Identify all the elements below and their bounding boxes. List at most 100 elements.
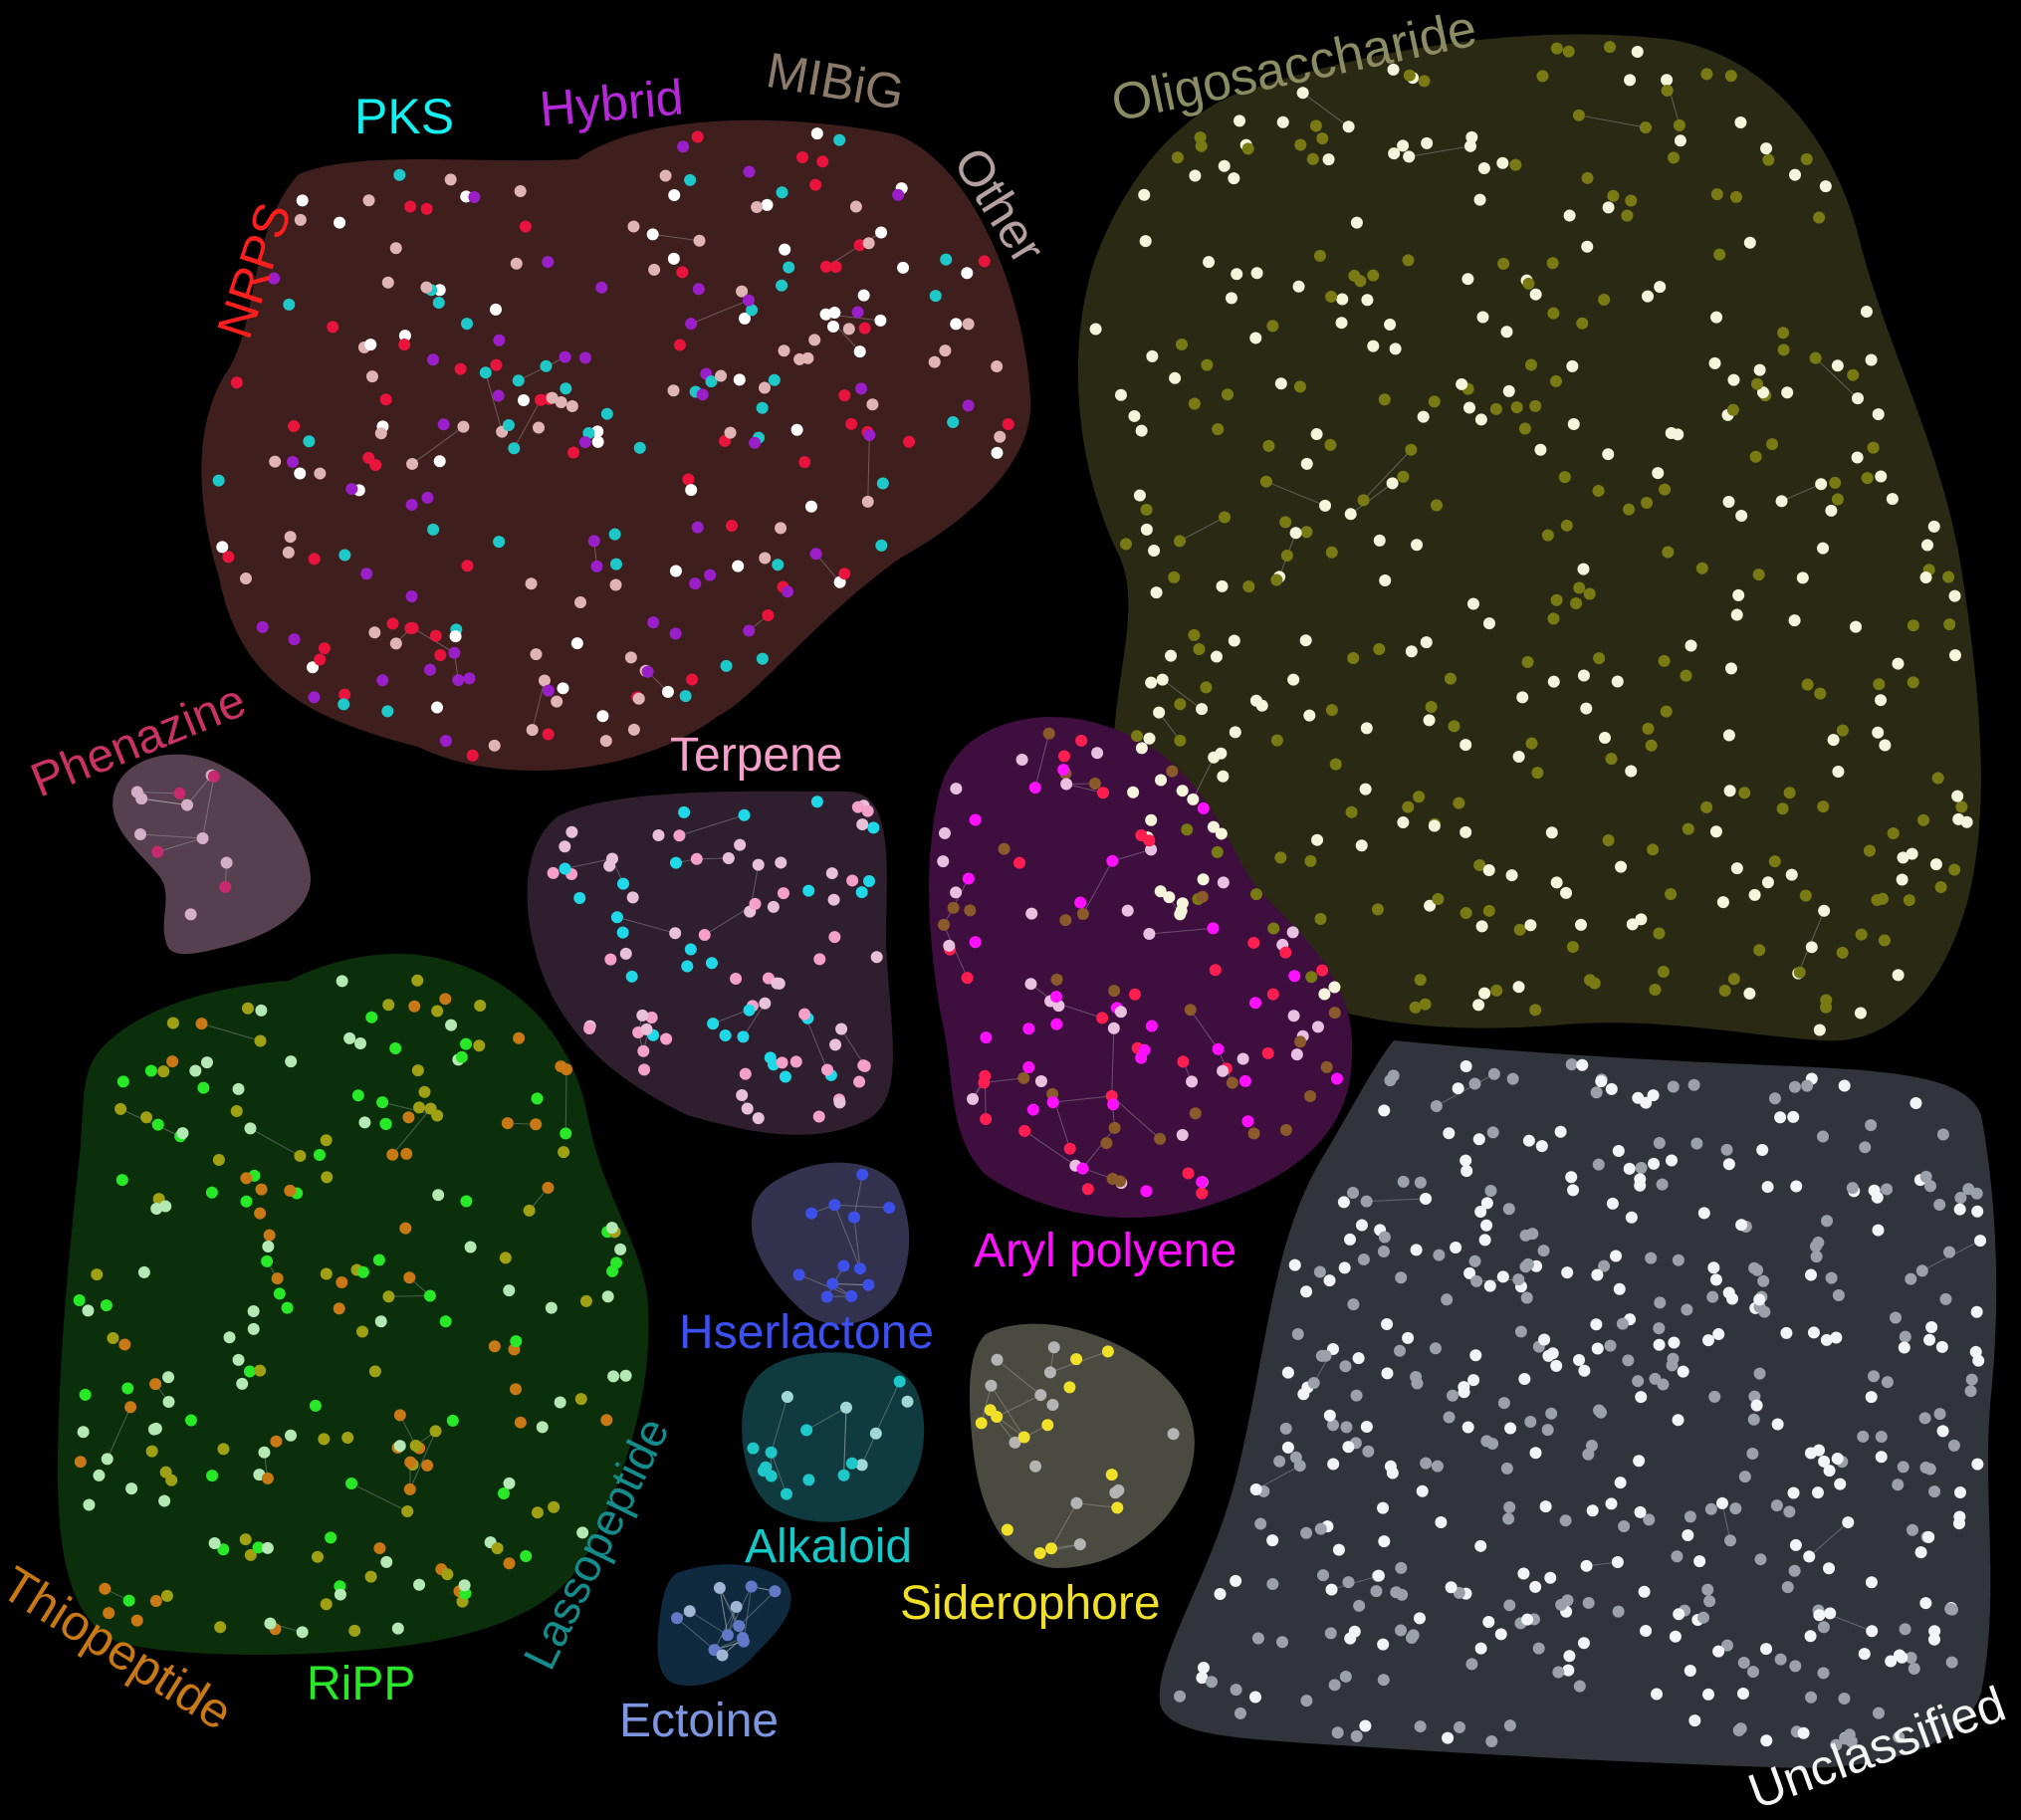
network-node — [961, 267, 973, 279]
network-node — [1373, 1570, 1385, 1582]
network-node — [557, 682, 568, 694]
network-node — [1919, 1597, 1931, 1609]
network-node — [1217, 580, 1229, 592]
network-node — [1760, 142, 1772, 154]
network-node — [1546, 826, 1558, 838]
network-node — [838, 1470, 850, 1481]
network-node — [532, 1506, 544, 1518]
network-node — [1707, 1261, 1719, 1273]
network-node — [285, 1055, 297, 1067]
network-node — [1234, 114, 1245, 126]
network-node — [858, 290, 870, 302]
network-node — [1108, 985, 1120, 997]
network-node — [434, 649, 446, 661]
network-node — [592, 436, 604, 448]
network-node — [1971, 1459, 1983, 1471]
network-node — [1522, 278, 1534, 290]
network-node — [1529, 1004, 1541, 1016]
network-node — [1111, 1501, 1123, 1513]
network-node — [1648, 1158, 1660, 1170]
network-node — [1134, 490, 1146, 502]
network-node — [1954, 1486, 1966, 1498]
network-node — [1321, 1061, 1333, 1073]
network-node — [1420, 999, 1432, 1011]
network-node — [1421, 137, 1433, 149]
network-node — [633, 693, 645, 705]
network-node — [1568, 418, 1580, 430]
network-node — [1832, 1453, 1844, 1465]
network-node — [1213, 1043, 1225, 1055]
network-node — [1003, 418, 1014, 430]
network-node — [1460, 739, 1471, 751]
network-node — [1387, 1468, 1399, 1479]
network-node — [1604, 41, 1616, 53]
network-node — [1212, 423, 1224, 435]
network-node — [364, 339, 376, 350]
network-node — [1395, 1624, 1407, 1636]
network-node — [1046, 1399, 1058, 1411]
network-node — [321, 1267, 333, 1279]
network-node — [1379, 393, 1391, 405]
network-node — [373, 1542, 385, 1554]
network-node — [1905, 1273, 1916, 1285]
network-node — [1634, 1173, 1646, 1185]
network-node — [1828, 734, 1840, 746]
network-node — [493, 390, 505, 402]
network-node — [821, 1064, 833, 1076]
network-node — [1810, 352, 1822, 364]
network-node — [1148, 545, 1160, 557]
network-node — [1203, 256, 1215, 268]
network-node — [1930, 858, 1942, 870]
network-node — [1787, 1111, 1799, 1123]
network-node — [181, 799, 193, 811]
network-node — [1378, 1535, 1390, 1547]
network-node — [532, 1092, 544, 1104]
network-node — [1417, 1485, 1429, 1497]
network-node — [1820, 994, 1832, 1006]
network-node — [1292, 1328, 1304, 1340]
network-node — [1353, 1600, 1365, 1612]
network-node — [950, 318, 962, 330]
network-node — [1748, 1414, 1760, 1426]
network-node — [380, 1556, 392, 1568]
network-node — [1155, 775, 1167, 787]
network-node — [1483, 864, 1495, 876]
network-node — [1615, 861, 1627, 873]
network-node — [535, 394, 547, 406]
network-node — [118, 1338, 130, 1350]
network-node — [433, 297, 445, 309]
network-node — [1339, 1261, 1351, 1273]
network-node — [360, 568, 372, 579]
network-node — [402, 1111, 414, 1123]
network-node — [1324, 1410, 1336, 1422]
network-node — [856, 886, 868, 898]
network-node — [1943, 618, 1955, 630]
network-node — [1177, 897, 1189, 909]
network-node — [1336, 317, 1348, 329]
network-node — [964, 904, 976, 916]
network-node — [381, 705, 393, 717]
network-node — [561, 1063, 572, 1075]
network-node — [1275, 377, 1287, 389]
network-node — [871, 951, 883, 963]
network-node — [1681, 670, 1692, 682]
network-node — [498, 1487, 510, 1499]
network-node — [813, 1111, 825, 1123]
network-node — [1403, 150, 1415, 162]
network-node — [1480, 1220, 1492, 1232]
network-node — [1328, 982, 1340, 994]
network-node — [1719, 985, 1731, 997]
network-node — [1653, 1322, 1665, 1334]
network-node — [375, 1315, 387, 1327]
network-node — [903, 436, 915, 448]
network-node — [287, 456, 299, 468]
network-node — [255, 1034, 267, 1046]
network-node — [1567, 941, 1579, 953]
network-node — [1832, 493, 1844, 505]
network-node — [1753, 1293, 1765, 1305]
network-node — [1801, 1080, 1813, 1092]
network-node — [543, 728, 555, 740]
network-node — [1473, 1133, 1485, 1145]
network-node — [399, 1223, 411, 1235]
network-node — [753, 859, 765, 871]
